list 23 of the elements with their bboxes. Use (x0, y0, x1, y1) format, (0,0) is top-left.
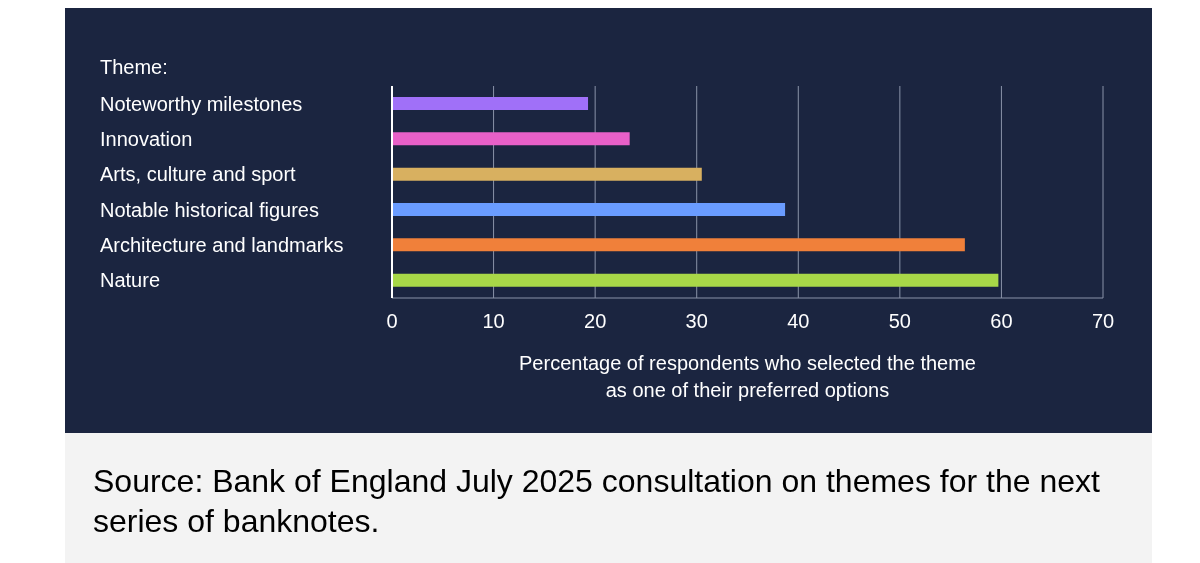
x-tick-label: 60 (990, 310, 1013, 333)
bar (392, 273, 999, 287)
source-note: Source: Bank of England July 2025 consultation on themes for the next series of banknotes. (93, 462, 1101, 541)
y-tick-label: Architecture and landmarks (100, 234, 344, 256)
bar (392, 238, 965, 252)
y-tick-label: Nature (100, 269, 161, 292)
x-tick-label: 50 (888, 310, 911, 333)
x-axis-title: Percentage of respondents who selected the theme as one of their preferred options (518, 351, 977, 403)
y-tick-label: Noteworthy milestones (100, 92, 303, 115)
bar (392, 97, 589, 110)
x-tick-label: 0 (386, 310, 398, 333)
bar (392, 203, 786, 216)
x-tick-label: 70 (1091, 310, 1115, 333)
x-tick-label: 10 (482, 310, 505, 333)
x-tick-label: 40 (787, 310, 810, 333)
y-tick-label: Innovation (100, 128, 193, 150)
bar (392, 167, 702, 181)
y-tick-label: Notable historical figures (100, 198, 319, 221)
bar (392, 132, 630, 146)
x-tick-label: 20 (584, 310, 607, 333)
y-tick-label: Arts, culture and sport (100, 163, 297, 186)
x-tick-label: 30 (685, 310, 708, 333)
y-axis-title: Theme: (100, 56, 168, 79)
